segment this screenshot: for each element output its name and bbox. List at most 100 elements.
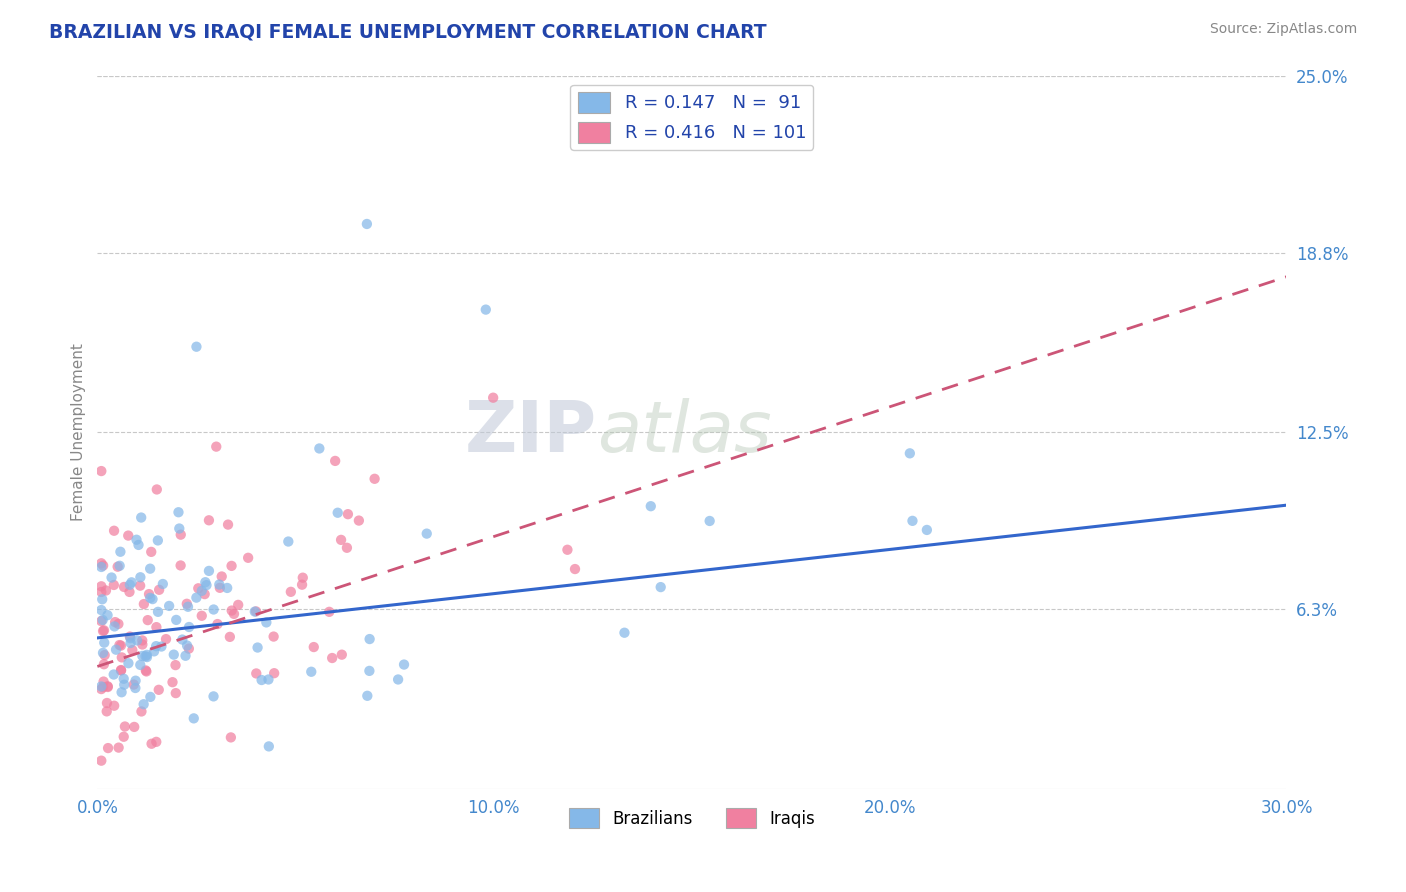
Point — [120, 636, 142, 650]
Point — [91, 558, 114, 573]
Point — [190, 608, 212, 623]
Point — [110, 664, 132, 678]
Point — [110, 639, 132, 653]
Point — [186, 591, 208, 605]
Point — [112, 730, 135, 744]
Point — [91, 680, 114, 694]
Point — [291, 571, 314, 585]
Point — [91, 613, 114, 627]
Point — [90, 556, 112, 570]
Point — [111, 650, 134, 665]
Point — [308, 442, 330, 456]
Point — [97, 680, 120, 694]
Point — [132, 697, 155, 711]
Point — [129, 657, 152, 672]
Point — [114, 719, 136, 733]
Point — [194, 575, 217, 590]
Point — [169, 558, 191, 573]
Point — [257, 739, 280, 754]
Point — [165, 658, 187, 673]
Point — [103, 524, 125, 538]
Point — [134, 649, 156, 664]
Point — [699, 514, 721, 528]
Point — [177, 641, 200, 656]
Point — [226, 598, 249, 612]
Point — [177, 599, 200, 614]
Point — [121, 575, 143, 590]
Point — [118, 585, 141, 599]
Point — [107, 559, 129, 574]
Point — [107, 616, 129, 631]
Point — [359, 664, 381, 678]
Text: BRAZILIAN VS IRAQI FEMALE UNEMPLOYMENT CORRELATION CHART: BRAZILIAN VS IRAQI FEMALE UNEMPLOYMENT C… — [49, 22, 766, 41]
Point — [191, 583, 214, 598]
Point — [135, 664, 157, 678]
Point — [323, 454, 346, 468]
Point — [145, 735, 167, 749]
Point — [148, 682, 170, 697]
Point — [165, 613, 187, 627]
Point — [356, 689, 378, 703]
Point — [91, 646, 114, 660]
Point — [198, 564, 221, 578]
Point — [330, 648, 353, 662]
Point — [108, 638, 131, 652]
Point — [257, 673, 280, 687]
Point — [280, 584, 302, 599]
Point — [387, 673, 409, 687]
Point — [125, 633, 148, 648]
Point — [915, 523, 938, 537]
Point — [194, 587, 217, 601]
Point — [183, 711, 205, 725]
Point — [202, 602, 225, 616]
Point — [124, 681, 146, 695]
Point — [141, 592, 163, 607]
Point — [336, 541, 359, 555]
Point — [129, 570, 152, 584]
Point — [152, 577, 174, 591]
Point — [898, 446, 921, 460]
Point — [141, 545, 163, 559]
Point — [131, 648, 153, 663]
Point — [162, 675, 184, 690]
Point — [326, 506, 349, 520]
Point — [120, 631, 142, 645]
Point — [118, 630, 141, 644]
Point — [139, 562, 162, 576]
Legend: Brazilians, Iraqis: Brazilians, Iraqis — [562, 802, 821, 834]
Point — [90, 560, 112, 574]
Point — [112, 580, 135, 594]
Point — [208, 581, 231, 595]
Point — [97, 741, 120, 756]
Text: atlas: atlas — [596, 398, 772, 467]
Point — [103, 619, 125, 633]
Point — [155, 632, 177, 646]
Point — [146, 605, 169, 619]
Point — [139, 591, 162, 605]
Point — [392, 657, 415, 672]
Point — [291, 577, 314, 591]
Point — [186, 340, 208, 354]
Point — [198, 513, 221, 527]
Point — [167, 505, 190, 519]
Point — [90, 614, 112, 628]
Point — [482, 391, 505, 405]
Point — [254, 615, 277, 630]
Point — [299, 665, 322, 679]
Point — [131, 633, 153, 648]
Point — [128, 538, 150, 552]
Point — [117, 528, 139, 542]
Point — [363, 472, 385, 486]
Point — [245, 604, 267, 618]
Point — [145, 639, 167, 653]
Point — [93, 648, 115, 662]
Point — [110, 685, 132, 699]
Point — [104, 615, 127, 629]
Point — [131, 705, 153, 719]
Point — [100, 570, 122, 584]
Point — [416, 526, 439, 541]
Point — [90, 603, 112, 617]
Point — [195, 578, 218, 592]
Point — [170, 527, 193, 541]
Point — [263, 630, 285, 644]
